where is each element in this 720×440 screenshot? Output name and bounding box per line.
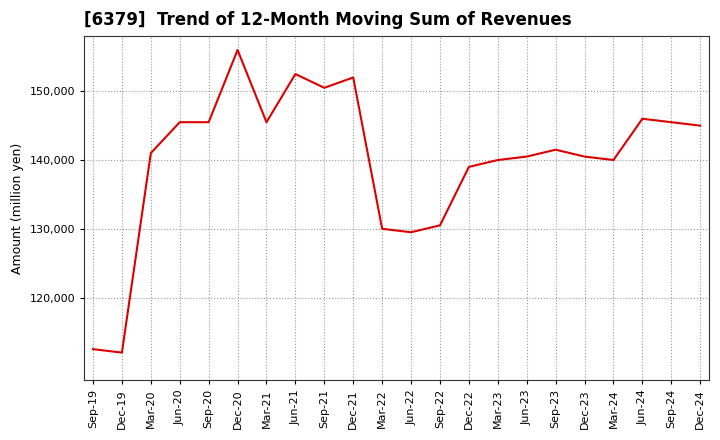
Y-axis label: Amount (million yen): Amount (million yen) [11, 143, 24, 274]
Text: [6379]  Trend of 12-Month Moving Sum of Revenues: [6379] Trend of 12-Month Moving Sum of R… [84, 11, 572, 29]
